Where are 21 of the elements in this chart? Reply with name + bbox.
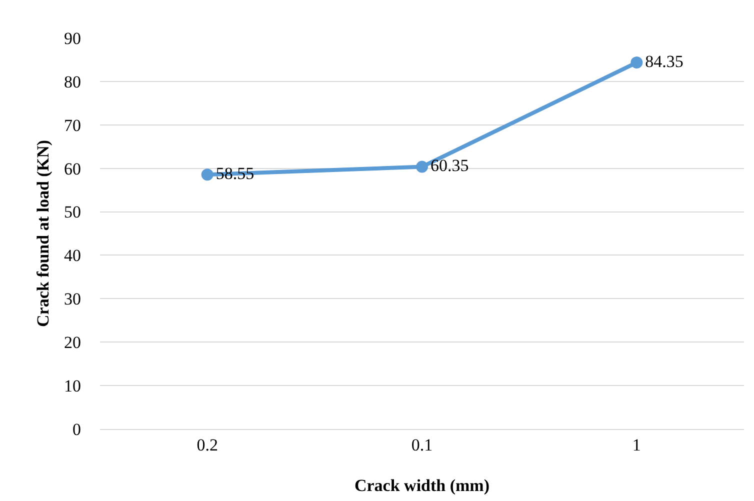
- y-tick-label: 60: [64, 159, 81, 178]
- y-tick-label: 80: [64, 72, 81, 92]
- x-axis-title: Crack width (mm): [354, 476, 490, 495]
- x-tick-label: 1: [632, 435, 641, 454]
- data-label: 84.35: [645, 52, 684, 71]
- y-tick-label: 30: [64, 290, 81, 309]
- y-tick-label: 90: [64, 28, 81, 48]
- point: [201, 168, 214, 181]
- y-tick-label: 0: [72, 420, 81, 439]
- data-label: 60.35: [430, 156, 469, 176]
- x-tick-label: 0.1: [411, 435, 433, 454]
- data-label: 58.55: [216, 164, 254, 183]
- y-tick-label: 50: [64, 202, 81, 222]
- y-tick-label: 40: [64, 246, 81, 266]
- point: [630, 56, 643, 69]
- y-tick-label: 20: [64, 333, 81, 352]
- y-axis-title: Crack found at load (KN): [34, 140, 53, 328]
- y-tick-label: 10: [64, 376, 81, 396]
- y-tick-label: 70: [64, 116, 81, 135]
- x-tick-label: 0.2: [196, 435, 218, 454]
- point: [416, 160, 428, 173]
